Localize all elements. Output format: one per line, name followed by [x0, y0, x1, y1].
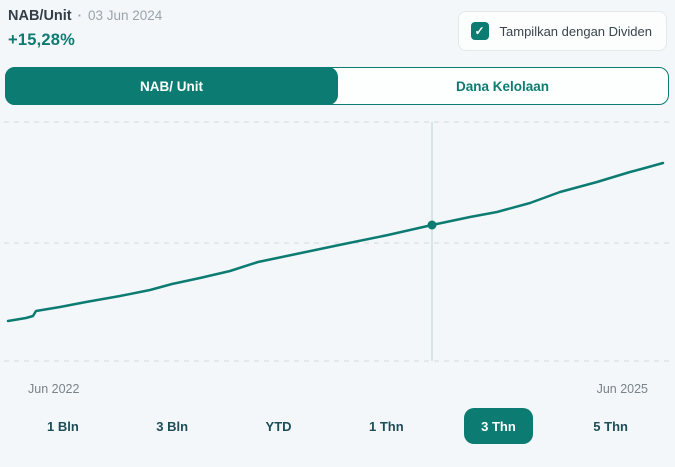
hovered-date: 03 Jun 2024 [87, 8, 163, 23]
checkmark-icon: ✓ [474, 24, 485, 38]
dividend-toggle-label: Tampilkan dengan Dividen [499, 23, 652, 39]
tab-nab-unit-label: NAB/ Unit [140, 78, 203, 94]
range-button-3bln[interactable]: 3 Bln [156, 418, 189, 434]
tab-dana-kelolaan-label: Dana Kelolaan [455, 78, 550, 94]
tab-dana-kelolaan[interactable]: Dana Kelolaan [337, 68, 668, 104]
title-separator-dot: · [77, 8, 82, 23]
fund-header: NAB/Unit · 03 Jun 2024 +15,28% [8, 8, 162, 50]
fund-title-row: NAB/Unit · 03 Jun 2024 [8, 8, 162, 24]
selected-point-marker[interactable] [427, 220, 437, 230]
tab-nab-unit[interactable]: NAB/ Unit [5, 67, 338, 105]
x-axis-label-end: Jun 2025 [596, 382, 648, 396]
range-button-3thn[interactable]: 3 Thn [464, 408, 533, 444]
range-button-1bln[interactable]: 1 Bln [47, 418, 79, 434]
time-range-selector: 1 Bln 3 Bln YTD 1 Thn 3 Thn 5 Thn [30, 408, 645, 444]
dividend-checkbox[interactable]: ✓ [470, 22, 489, 40]
nav-series-line [6, 161, 665, 323]
range-button-5thn[interactable]: 5 Thn [593, 418, 628, 434]
chart-tab-group: NAB/ Unit Dana Kelolaan [5, 67, 669, 105]
percentage-change: +15,28% [8, 31, 75, 49]
range-button-1thn[interactable]: 1 Thn [369, 418, 404, 434]
chart-svg[interactable] [0, 115, 675, 365]
fund-title: NAB/Unit [8, 8, 72, 24]
x-axis-label-start: Jun 2022 [28, 382, 80, 396]
dividend-toggle-card[interactable]: ✓ Tampilkan dengan Dividen [457, 11, 667, 51]
nav-line-chart[interactable] [0, 115, 675, 365]
range-button-ytd[interactable]: YTD [265, 418, 292, 434]
